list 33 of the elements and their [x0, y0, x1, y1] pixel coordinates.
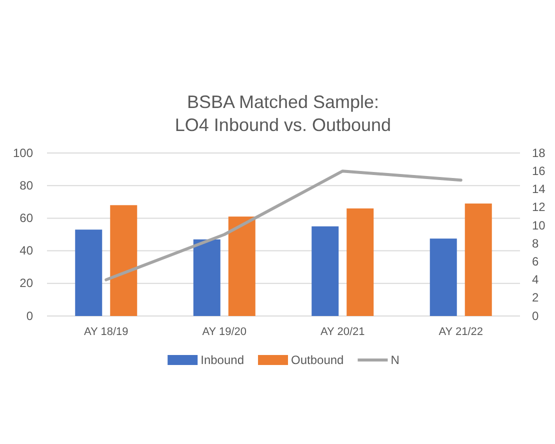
legend-label: Outbound — [291, 353, 344, 367]
y2-tick-label: 6 — [532, 254, 539, 269]
y2-tick-label: 16 — [532, 164, 546, 178]
y2-tick-label: 2 — [532, 290, 539, 305]
bar — [193, 239, 220, 316]
y2-tick-label: 10 — [532, 218, 546, 232]
legend-label: Inbound — [200, 353, 244, 367]
y2-tick-label: 4 — [532, 272, 539, 287]
legend-label: N — [390, 353, 400, 367]
bar — [346, 208, 374, 316]
x-tick-label: AY 20/21 — [320, 326, 365, 338]
chart-title: BSBA Matched Sample: LO4 Inbound vs. Outbound — [174, 92, 392, 135]
y-tick-label: 80 — [20, 178, 34, 192]
bar — [228, 216, 256, 316]
line-series — [104, 170, 462, 282]
x-tick-label: AY 21/22 — [438, 326, 483, 338]
y-tick-label: 60 — [20, 211, 34, 226]
bar — [312, 226, 339, 316]
y2-tick-label: 0 — [532, 308, 539, 323]
y2-tick-label: 8 — [532, 236, 539, 250]
y2-tick-label: 18 — [532, 146, 546, 160]
y-tick-label: 20 — [20, 276, 34, 290]
bar — [430, 238, 457, 316]
bar — [110, 205, 138, 316]
x-tick-label: AY 18/19 — [84, 326, 128, 338]
y-tick-label: 0 — [26, 308, 34, 323]
bar — [464, 204, 492, 316]
y2-tick-label: 12 — [532, 200, 546, 214]
y-tick-label: 100 — [12, 146, 34, 160]
y2-tick-label: 14 — [532, 182, 546, 196]
bar — [75, 230, 102, 316]
y-tick-label: 40 — [20, 244, 34, 258]
x-tick-label: AY 19/20 — [202, 326, 246, 338]
